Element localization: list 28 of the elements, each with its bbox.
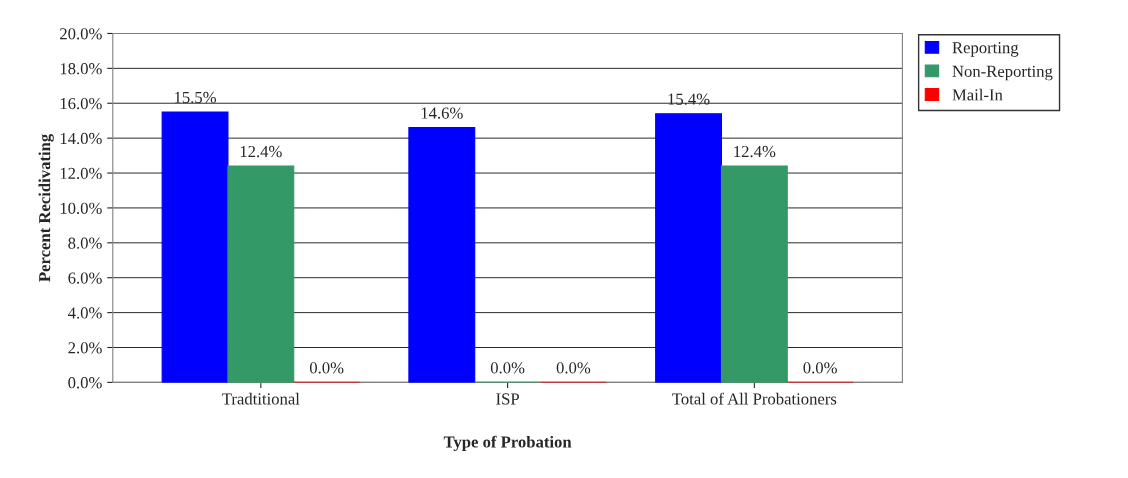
legend-label: Non-Reporting [952, 65, 1053, 81]
data-label: 12.4% [240, 145, 282, 158]
x-tick-label: ISP [496, 393, 519, 405]
y-tick-label: 14.0% [60, 132, 102, 145]
data-label: 0.0% [309, 362, 344, 374]
y-tick-label: 16.0% [60, 97, 102, 110]
data-label: 15.4% [668, 93, 710, 105]
y-tick-label: 10.0% [60, 202, 102, 214]
data-label: 0.0% [490, 362, 525, 374]
x-tick-label: Total of All Probationers [672, 392, 837, 405]
y-tick-label: 8.0% [68, 237, 102, 249]
data-label: 12.4% [734, 145, 776, 158]
legend-label: Reporting [952, 42, 1019, 57]
x-axis-title: Type of Probation [443, 435, 572, 452]
data-label: 0.0% [556, 362, 591, 374]
legend-label: Mail-In [952, 88, 1003, 101]
y-tick-label: 6.0% [68, 272, 102, 284]
y-tick-label: 12.0% [60, 167, 102, 180]
y-tick-label: 20.0% [60, 28, 102, 40]
y-tick-label: 0.0% [68, 377, 102, 389]
y-axis-title: Percent Recidivating [38, 133, 54, 282]
data-label: 0.0% [803, 362, 837, 374]
y-tick-label: 4.0% [67, 307, 102, 319]
y-tick-label: 18.0% [60, 63, 102, 75]
y-tick-label: 2.0% [68, 342, 102, 354]
data-label: 14.6% [421, 107, 463, 119]
x-tick-label: Tradtitional [222, 392, 300, 405]
data-label: 15.5% [174, 91, 217, 104]
